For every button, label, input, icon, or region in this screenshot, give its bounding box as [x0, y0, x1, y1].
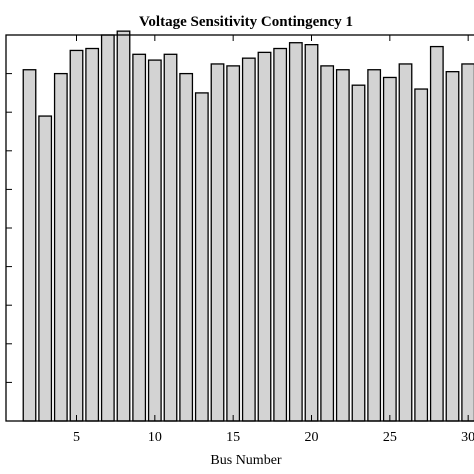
x-tick-label: 15: [226, 430, 240, 445]
bar-bus-15: [226, 65, 241, 422]
bar-bus-16: [241, 57, 256, 422]
bar-bus-6: [85, 47, 100, 422]
bar-bus-25: [382, 76, 397, 422]
bar-bus-24: [367, 69, 382, 422]
chart-title: Voltage Sensitivity Contingency 1: [139, 14, 353, 30]
bar-bus-21: [320, 65, 335, 422]
x-tick-label: 10: [148, 430, 162, 445]
bar-bus-19: [288, 42, 303, 422]
bar-bus-13: [194, 92, 209, 422]
x-tick-label: 5: [73, 430, 80, 445]
x-tick-label: 25: [383, 430, 397, 445]
bars-group: [22, 30, 474, 422]
bar-bus-10: [147, 59, 162, 422]
bar-bus-18: [273, 47, 288, 422]
x-tick-label: 30: [461, 430, 474, 445]
bar-bus-4: [53, 72, 68, 422]
bar-bus-7: [100, 34, 115, 422]
bar-bus-30: [461, 63, 474, 422]
bar-bus-14: [210, 63, 225, 422]
plot-frame: [5, 34, 474, 422]
bar-bus-17: [257, 51, 272, 422]
bar-bus-20: [304, 44, 319, 422]
bar-bus-29: [445, 71, 460, 422]
x-tick-label: 20: [305, 430, 319, 445]
bar-bus-11: [163, 53, 178, 422]
ticks-group: [6, 35, 469, 421]
bar-bus-23: [351, 84, 366, 422]
x-axis-label: Bus Number: [210, 453, 282, 468]
bar-bus-22: [335, 69, 350, 422]
bar-bus-26: [398, 63, 413, 422]
bar-bus-5: [69, 49, 84, 422]
bar-bus-28: [429, 45, 444, 422]
bar-bus-27: [414, 88, 429, 422]
bar-bus-9: [132, 53, 147, 422]
bar-bus-8: [116, 30, 131, 422]
bar-bus-12: [179, 72, 194, 422]
x-tick-labels: 5 10 15 20 25 30: [73, 430, 474, 445]
bar-bus-3: [38, 115, 53, 422]
bar-bus-2: [22, 69, 37, 422]
